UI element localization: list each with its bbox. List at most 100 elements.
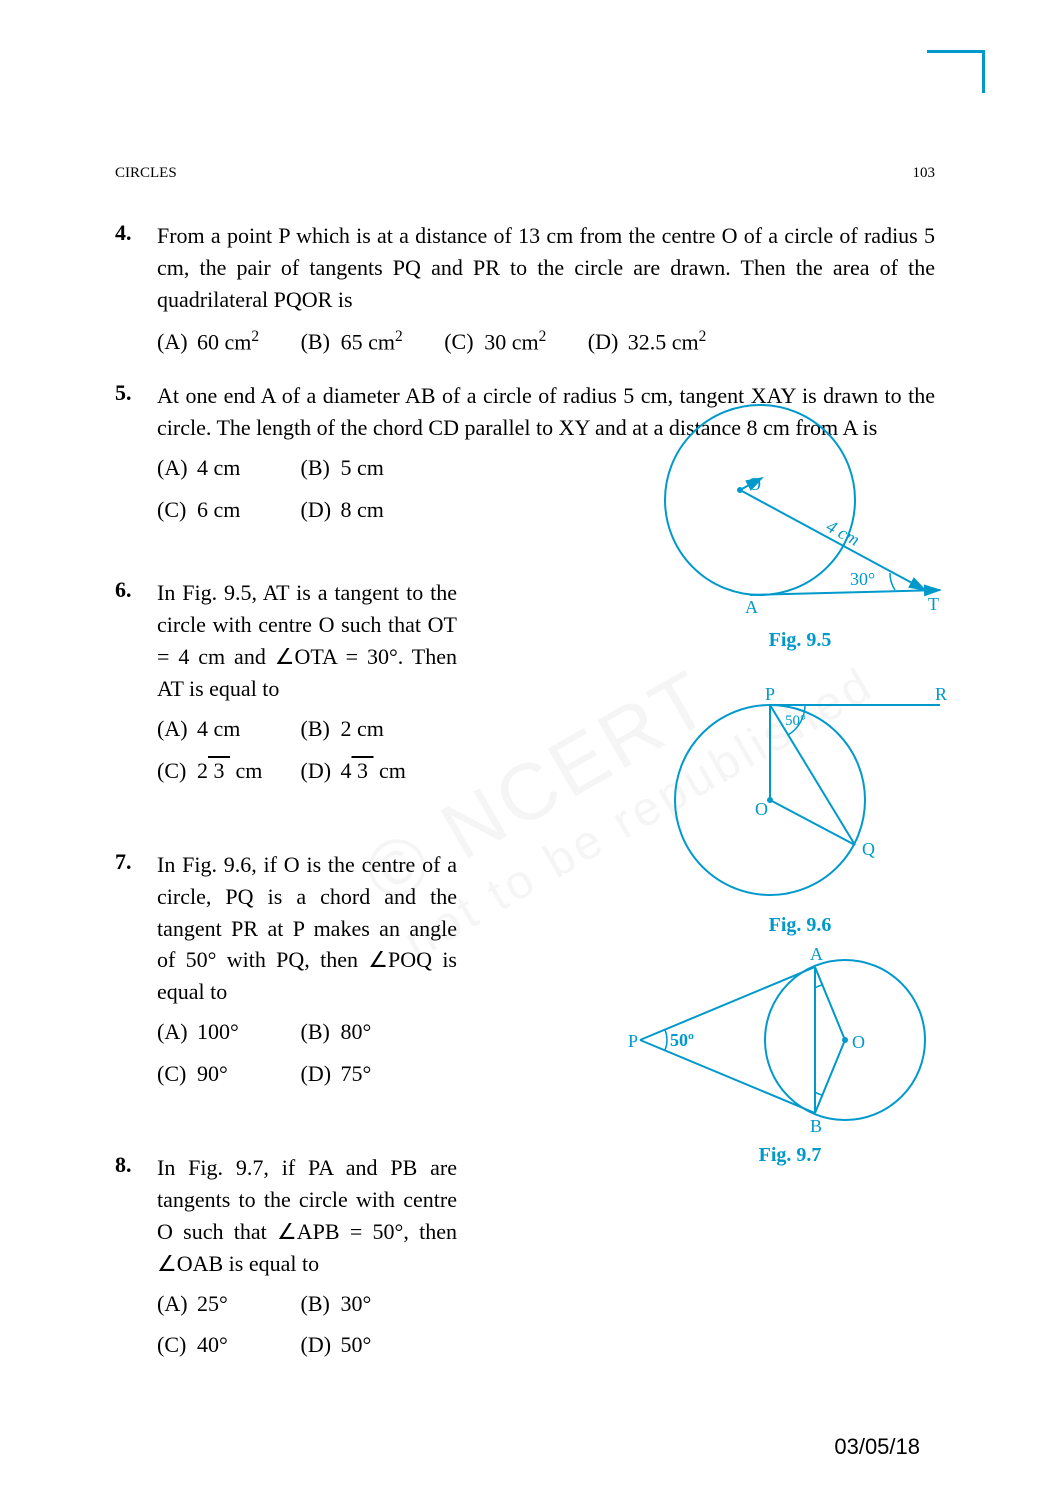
q5-d-val: 8 cm <box>341 497 384 522</box>
q7-opt-b: (B)80° <box>301 1016 439 1048</box>
q4-c-label: (C) <box>444 326 484 358</box>
q5-b-val: 5 cm <box>341 455 384 480</box>
q6-d-label: (D) <box>301 755 341 787</box>
q8-c-label: (C) <box>157 1329 197 1361</box>
q6-text: In Fig. 9.5, AT is a tangent to the circ… <box>157 580 457 701</box>
q4-opt-a: (A)60 cm2 <box>157 326 259 358</box>
fig95-A: A <box>745 597 758 617</box>
q7-opt-a: (A)100° <box>157 1016 295 1048</box>
fig95-caption: Fig. 9.5 <box>640 629 960 652</box>
q4-d-exp: 2 <box>699 328 707 345</box>
q7-body: In Fig. 9.6, if O is the centre of a cir… <box>157 849 457 1100</box>
q4-b-exp: 2 <box>395 328 403 345</box>
q6-b-val: 2 cm <box>341 716 384 741</box>
q4-a-label: (A) <box>157 326 197 358</box>
page-header: CIRCLES 103 <box>115 165 935 182</box>
fig97-A: A <box>810 944 823 964</box>
q6-c-rad: 3 <box>214 758 225 783</box>
fig96-O: O <box>755 799 768 819</box>
figure-9-6: P R O Q 50° Fig. 9.6 <box>640 680 960 930</box>
q6-c-label: (C) <box>157 755 197 787</box>
q6-opt-b: (B)2 cm <box>301 713 439 745</box>
fig96-P: P <box>765 684 775 704</box>
q5-a-val: 4 cm <box>197 455 240 480</box>
q8-number: 8. <box>115 1152 157 1178</box>
q6-a-label: (A) <box>157 713 197 745</box>
q6-d-unit: cm <box>374 758 406 783</box>
footer-date: 03/05/18 <box>834 1434 920 1460</box>
q5-opt-d: (D)8 cm <box>301 494 439 526</box>
q6-a-val: 4 cm <box>197 716 240 741</box>
q6-c-coeff: 2 <box>197 758 208 783</box>
q4-opt-d: (D)32.5 cm2 <box>588 326 707 358</box>
q7-c-label: (C) <box>157 1058 197 1090</box>
q4-number: 4. <box>115 220 157 246</box>
q4-d-label: (D) <box>588 326 628 358</box>
q7-options: (A)100° (B)80° (C)90° (D)75° <box>157 1016 457 1090</box>
q6-opt-a: (A)4 cm <box>157 713 295 745</box>
q5-a-label: (A) <box>157 452 197 484</box>
q4-d-val: 32.5 cm <box>628 329 699 354</box>
q4-options: (A)60 cm2 (B)65 cm2 (C)30 cm2 (D)32.5 cm… <box>157 326 935 358</box>
fig97-O: O <box>852 1032 865 1052</box>
q7-c-val: 90° <box>197 1061 228 1086</box>
q4-body: From a point P which is at a distance of… <box>157 220 935 358</box>
q8-opt-c: (C)40° <box>157 1329 295 1361</box>
q5-number: 5. <box>115 380 157 406</box>
q8-opt-b: (B)30° <box>301 1288 439 1320</box>
fig97-caption: Fig. 9.7 <box>620 1144 960 1167</box>
q6-opt-d: (D)4 3 cm <box>301 755 439 787</box>
q8-b-val: 30° <box>341 1291 372 1316</box>
q6-opt-c: (C)2 3 cm <box>157 755 295 787</box>
q5-opt-a: (A)4 cm <box>157 452 295 484</box>
q6-body: In Fig. 9.5, AT is a tangent to the circ… <box>157 577 457 796</box>
q6-c-unit: cm <box>230 758 262 783</box>
q6-d-coeff: 4 <box>341 758 352 783</box>
q7-number: 7. <box>115 849 157 875</box>
fig95-O: O <box>748 474 761 494</box>
q4-b-val: 65 cm <box>341 329 395 354</box>
q7-d-label: (D) <box>301 1058 341 1090</box>
fig95-T: T <box>928 594 939 614</box>
q4-b-label: (B) <box>301 326 341 358</box>
q8-body: In Fig. 9.7, if PA and PB are tangents t… <box>157 1152 457 1371</box>
q7-text: In Fig. 9.6, if O is the centre of a cir… <box>157 852 457 1005</box>
fig96-caption: Fig. 9.6 <box>640 914 960 937</box>
fig96-R: R <box>935 684 947 704</box>
q7-opt-c: (C)90° <box>157 1058 295 1090</box>
q8-b-label: (B) <box>301 1288 341 1320</box>
page-number: 103 <box>913 165 936 182</box>
q8-d-label: (D) <box>301 1329 341 1361</box>
q8-options: (A)25° (B)30° (C)40° (D)50° <box>157 1288 457 1362</box>
question-8: 8. In Fig. 9.7, if PA and PB are tangent… <box>115 1152 935 1371</box>
q7-b-val: 80° <box>341 1019 372 1044</box>
q5-opt-b: (B)5 cm <box>301 452 439 484</box>
q5-b-label: (B) <box>301 452 341 484</box>
fig96-Q: Q <box>862 839 875 859</box>
q5-c-label: (C) <box>157 494 197 526</box>
chapter-title: CIRCLES <box>115 165 177 182</box>
q8-a-val: 25° <box>197 1291 228 1316</box>
q5-c-val: 6 cm <box>197 497 240 522</box>
question-4: 4. From a point P which is at a distance… <box>115 220 935 358</box>
fig97-P: P <box>628 1031 638 1051</box>
fig95-angle: 30° <box>850 569 875 589</box>
q6-number: 6. <box>115 577 157 603</box>
q6-options: (A)4 cm (B)2 cm (C)2 3 cm (D)4 3 cm <box>157 713 457 787</box>
q8-opt-a: (A)25° <box>157 1288 295 1320</box>
q4-c-val: 30 cm <box>484 329 538 354</box>
q8-text: In Fig. 9.7, if PA and PB are tangents t… <box>157 1155 457 1276</box>
q8-d-val: 50° <box>341 1332 372 1357</box>
figure-9-5: O A T 4 cm 30° Fig. 9.5 <box>640 395 960 645</box>
q8-a-label: (A) <box>157 1288 197 1320</box>
q4-a-val: 60 cm <box>197 329 251 354</box>
fig96-angle: 50° <box>785 713 806 729</box>
q4-c-exp: 2 <box>539 328 547 345</box>
q8-opt-d: (D)50° <box>301 1329 439 1361</box>
q5-opt-c: (C)6 cm <box>157 494 295 526</box>
q7-a-label: (A) <box>157 1016 197 1048</box>
fig97-svg: P A B O 50º <box>620 940 960 1140</box>
q6-d-rad: 3 <box>357 758 368 783</box>
q4-a-exp: 2 <box>251 328 259 345</box>
fig96-svg: P R O Q 50° <box>640 680 960 910</box>
